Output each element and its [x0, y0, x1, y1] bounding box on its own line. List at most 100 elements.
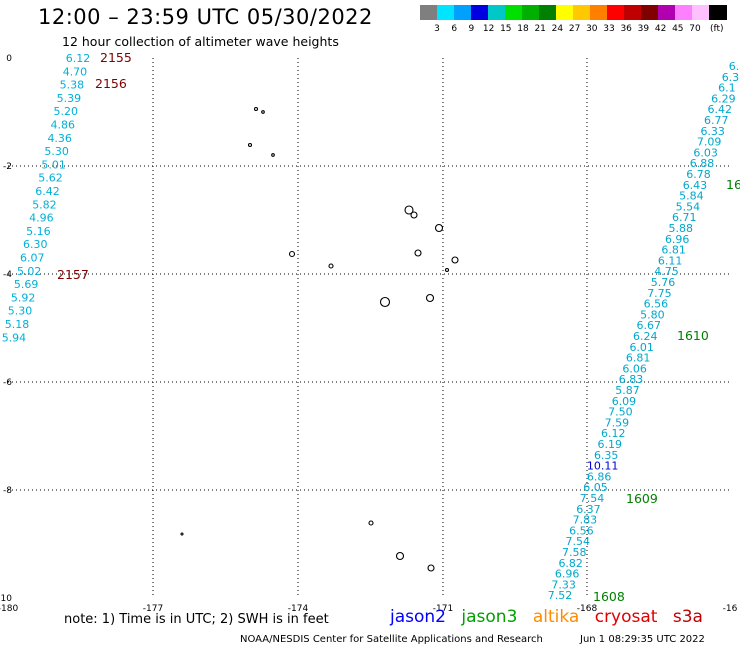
- pass-time-label: 2156: [95, 76, 127, 91]
- wave-height-label: 7.59: [605, 416, 630, 429]
- wave-height-label: 6.56: [644, 298, 669, 311]
- wave-height-label: 6.78: [686, 168, 711, 181]
- wave-height-label: 6.42: [708, 103, 733, 116]
- satellite-legend: jason2 jason3 altika cryosat s3a: [390, 607, 713, 627]
- wave-height-label: 6.81: [626, 352, 651, 365]
- wave-height-label: 5.88: [669, 222, 694, 235]
- y-tick-label: 0: [6, 54, 12, 64]
- pass-time-label: 16: [726, 177, 740, 192]
- wave-height-label: 6.: [729, 60, 740, 73]
- wave-height-label: 7.54: [580, 492, 605, 505]
- wave-height-label: 6.30: [23, 238, 48, 251]
- wave-height-label: 6.35: [594, 449, 619, 462]
- colorbar-label: 24: [551, 24, 564, 34]
- colorbar-swatch: [675, 5, 693, 20]
- wave-height-label: 6.83: [619, 373, 644, 386]
- wave-height-label: 7.50: [608, 406, 633, 419]
- island-outline: [410, 211, 418, 219]
- x-tick-label: -171: [433, 604, 453, 614]
- wave-height-label: 5.54: [676, 200, 701, 213]
- wave-height-label: 6.29: [711, 92, 736, 105]
- wave-height-label: 10.11: [587, 460, 619, 473]
- wave-height-label: 6.12: [66, 52, 91, 65]
- wave-height-label: 6.03: [693, 146, 718, 159]
- colorbar-label: 12: [482, 24, 495, 34]
- colorbar-label: 36: [620, 24, 632, 34]
- wave-height-label: 6.42: [35, 185, 60, 198]
- legend-cryosat: cryosat: [594, 607, 658, 627]
- wave-height-label: 6.1: [718, 82, 736, 95]
- wave-height-label: 6.06: [622, 362, 647, 375]
- island-outline: [379, 296, 391, 308]
- wave-height-label: 6.43: [683, 179, 708, 192]
- wave-height-label: 7.33: [551, 578, 576, 591]
- colorbar-label: 33: [603, 24, 615, 34]
- wave-height-label: 6.96: [665, 233, 690, 246]
- colorbar-label: 45: [672, 24, 684, 34]
- wave-height-label: 4.70: [63, 65, 88, 78]
- wave-height-label: 5.39: [57, 92, 82, 105]
- wave-height-label: 6.05: [583, 481, 608, 494]
- x-tick-label: -180: [0, 604, 18, 614]
- colorbar-label: 18: [517, 24, 529, 34]
- colorbar-swatch: [709, 5, 727, 20]
- island-outline: [253, 106, 259, 112]
- colorbar-label: 42: [654, 24, 667, 34]
- wave-height-label: 4.86: [51, 119, 76, 132]
- wave-height-label: 6.96: [555, 568, 580, 581]
- y-tick-label: -2: [3, 162, 12, 172]
- wave-height-label: 5.18: [5, 318, 30, 331]
- wave-height-label: 6.81: [661, 244, 686, 257]
- colorbar-label: 21: [534, 24, 546, 34]
- colorbar-swatch: [556, 5, 574, 20]
- wave-height-label: 5.94: [2, 331, 27, 344]
- pass-time-label: 1610: [677, 328, 709, 343]
- wave-height-label: 7.54: [566, 535, 591, 548]
- island-outline: [427, 564, 435, 572]
- colorbar-swatch: [590, 5, 608, 20]
- y-tick-label: -4: [3, 270, 12, 280]
- wave-height-label: 7.75: [647, 287, 672, 300]
- footnote: note: 1) Time is in UTC; 2) SWH is in fe…: [64, 612, 329, 627]
- wave-height-label: 6.12: [601, 427, 626, 440]
- colorbar-swatch: [505, 5, 523, 20]
- wave-height-label: 5.82: [32, 198, 57, 211]
- wave-height-label: 4.96: [29, 212, 54, 225]
- legend-altika: altika: [532, 607, 580, 627]
- wave-height-label: 7.58: [562, 546, 587, 559]
- timestamp-text: Jun 1 08:29:35 UTC 2022: [580, 634, 705, 645]
- colorbar-label: 6: [451, 24, 458, 34]
- colorbar-swatch: [488, 5, 506, 20]
- colorbar-swatch: [641, 5, 659, 20]
- map-title: 12:00 – 23:59 UTC 05/30/2022: [38, 5, 373, 29]
- island-outline: [328, 263, 334, 269]
- wave-height-label: 6.37: [576, 503, 601, 516]
- colorbar-swatch: [420, 5, 438, 20]
- wave-height-label: 5.69: [14, 278, 39, 291]
- x-tick-label: -16: [723, 604, 738, 614]
- pass-time-label: 1609: [626, 491, 658, 506]
- legend-jason3: jason3: [461, 607, 518, 627]
- island-outline: [261, 110, 265, 114]
- wave-height-label: 5.30: [8, 305, 33, 318]
- wave-height-label: 4.36: [47, 132, 72, 145]
- colorbar-swatch: [454, 5, 472, 20]
- wave-height-label: 6.77: [704, 114, 729, 127]
- colorbar-label: 27: [568, 24, 581, 34]
- wave-height-label: 5.80: [640, 308, 665, 321]
- wave-height-label: 6.71: [672, 211, 697, 224]
- colorbar-swatch: [573, 5, 591, 20]
- y-tick-label: -8: [3, 486, 12, 496]
- colorbar-swatch: [607, 5, 625, 20]
- wave-height-label: 5.38: [60, 79, 85, 92]
- colorbar-swatch: [522, 5, 540, 20]
- colorbar-label: 39: [637, 24, 650, 34]
- legend-s3a: s3a: [672, 607, 703, 627]
- pass-time-label: 2157: [57, 267, 89, 282]
- pass-time-label: 1608: [593, 589, 625, 604]
- wave-height-label: 6.86: [587, 470, 612, 483]
- island-outline: [247, 142, 253, 148]
- colorbar-swatch: [624, 5, 642, 20]
- wave-height-label: 5.62: [38, 172, 63, 185]
